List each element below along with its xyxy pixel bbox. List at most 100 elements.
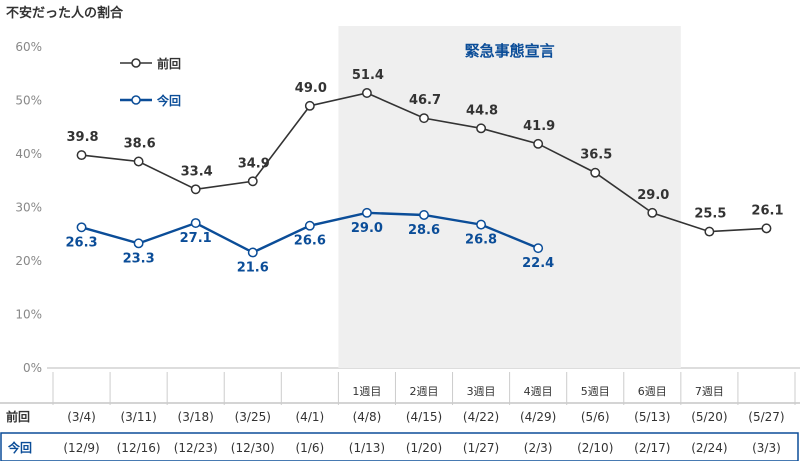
data-point: [133, 238, 144, 249]
emergency-region: 緊急事態宣言: [338, 26, 681, 368]
data-label: 51.4: [352, 68, 384, 83]
x-tick-prev: (4/1): [296, 410, 325, 424]
data-point: [361, 88, 372, 98]
x-tick-prev: (4/8): [353, 410, 382, 424]
data-point: [76, 222, 87, 233]
x-tick-curr: (12/30): [231, 441, 275, 455]
data-label: 21.6: [237, 260, 269, 275]
data-point: [647, 207, 658, 218]
x-tick-prev: (3/11): [120, 410, 156, 424]
week-label: 2週目: [410, 385, 439, 398]
legend-label: 今回: [156, 93, 181, 108]
data-label: 36.5: [580, 148, 612, 163]
shaded-region: [338, 26, 681, 368]
data-point: [190, 218, 201, 228]
y-tick-label: 50%: [15, 94, 42, 108]
x-tick-prev: (5/6): [581, 410, 610, 424]
x-tick-prev: (4/22): [463, 410, 499, 424]
data-label: 27.1: [180, 231, 212, 246]
y-tick-label: 60%: [15, 40, 42, 54]
data-label: 23.3: [123, 251, 155, 266]
data-label: 33.4: [181, 164, 213, 179]
x-tick-curr: (1/27): [463, 441, 499, 455]
week-label: 5週目: [581, 385, 610, 398]
legend-marker: [131, 58, 141, 68]
data-label: 25.5: [694, 207, 726, 222]
data-point: [133, 156, 144, 167]
y-tick-label: 0%: [23, 361, 42, 375]
x-tick-curr: (1/13): [349, 441, 385, 455]
data-point: [704, 226, 715, 237]
data-point: [247, 176, 258, 187]
chart-title: 不安だった人の割合: [6, 5, 124, 21]
legend-label: 前回: [157, 56, 181, 71]
data-point: [247, 247, 258, 258]
week-label: 6週目: [638, 385, 667, 398]
data-label: 44.8: [466, 103, 498, 118]
week-label: 3週目: [467, 385, 496, 398]
data-label: 26.6: [294, 234, 326, 249]
data-point: [533, 243, 544, 254]
data-point: [304, 220, 315, 231]
data-label: 29.0: [637, 188, 669, 203]
current-row-box: [0, 432, 799, 461]
data-point: [419, 113, 429, 124]
x-tick-curr: (12/23): [174, 441, 218, 455]
data-label: 49.0: [295, 81, 327, 96]
x-tick-curr: (2/3): [524, 441, 553, 455]
y-tick-label: 30%: [15, 201, 42, 215]
data-label: 26.1: [751, 203, 783, 218]
data-label: 26.3: [65, 235, 97, 250]
data-point: [304, 100, 315, 111]
data-point: [761, 223, 772, 234]
x-tick-prev: (3/25): [235, 410, 271, 424]
data-label: 41.9: [523, 119, 555, 134]
data-label: 38.6: [124, 136, 156, 151]
data-label: 26.8: [465, 233, 497, 248]
data-point: [76, 150, 87, 161]
week-label: 7週目: [695, 385, 724, 398]
x-tick-prev: (5/13): [634, 410, 670, 424]
data-label: 28.6: [408, 223, 440, 238]
data-label: 22.4: [522, 256, 554, 271]
y-axis: 0% 10% 20% 30% 40% 50% 60%: [15, 40, 42, 375]
x-tick-prev: (3/18): [178, 410, 214, 424]
x-tick-curr: (12/16): [117, 441, 161, 455]
data-point: [476, 123, 487, 134]
x-tick-curr: (2/17): [634, 441, 670, 455]
row-label-curr: 今回: [7, 440, 32, 455]
y-tick-label: 40%: [15, 147, 42, 161]
y-tick-label: 10%: [15, 308, 42, 322]
series-lines: 39.8 38.6 33.4 34.9 49.0 51.4 46.7 44.8 41.9 36.5…: [65, 68, 783, 275]
x-tick-prev: (4/29): [520, 410, 556, 424]
x-tick-curr: (1/20): [406, 441, 442, 455]
data-point: [190, 184, 201, 195]
data-point: [419, 210, 429, 220]
x-tick-curr: (3/3): [752, 441, 781, 455]
x-tick-prev: (3/4): [67, 410, 96, 424]
data-point: [590, 167, 601, 178]
x-tick-prev: (5/27): [748, 410, 784, 424]
y-tick-label: 20%: [15, 254, 42, 268]
row-label-prev: 前回: [6, 409, 30, 424]
week-label: 4週目: [524, 385, 553, 398]
x-tick-prev: (5/20): [691, 410, 727, 424]
data-label: 46.7: [409, 93, 441, 108]
data-label: 34.9: [238, 156, 270, 171]
legend-marker: [131, 95, 141, 105]
x-tick-curr: (1/6): [296, 441, 325, 455]
data-point: [476, 219, 487, 230]
x-tick-curr: (2/24): [691, 441, 727, 455]
shaded-region-label: 緊急事態宣言: [465, 42, 555, 60]
week-label: 1週目: [352, 385, 381, 398]
data-label: 39.8: [66, 130, 98, 145]
data-label: 29.0: [351, 221, 383, 236]
x-tick-curr: (2/10): [577, 441, 613, 455]
x-tick-curr: (12/9): [63, 441, 99, 455]
x-tick-prev: (4/15): [406, 410, 442, 424]
data-point: [361, 207, 372, 218]
data-point: [533, 138, 544, 149]
